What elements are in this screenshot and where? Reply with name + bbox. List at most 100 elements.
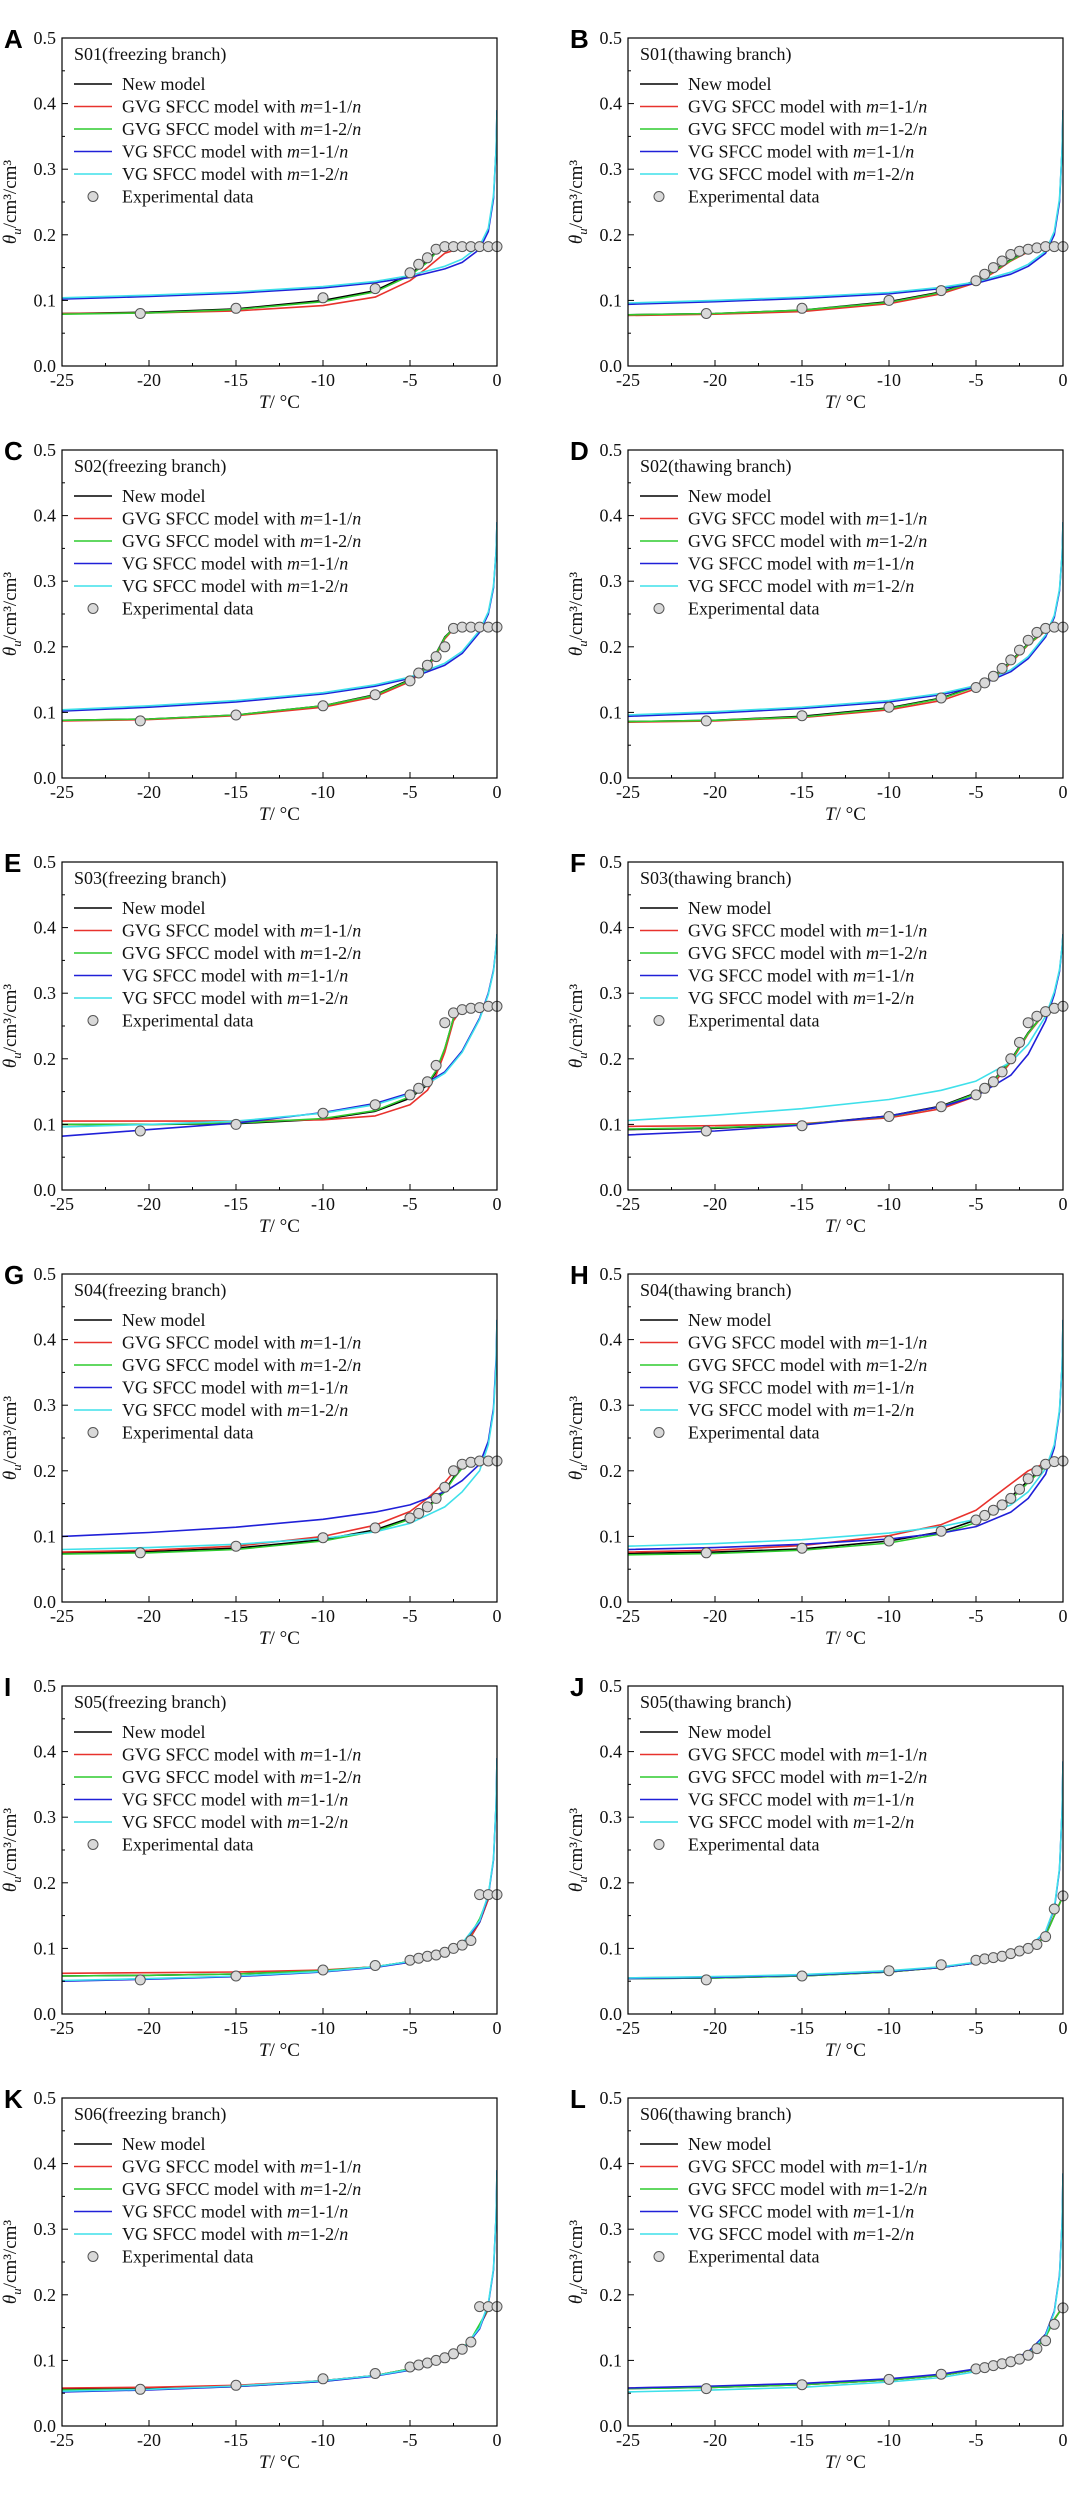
y-tick-label: 0.3 — [600, 1395, 623, 1415]
x-axis-title: T/ °C — [259, 2040, 300, 2061]
y-tick-label: 0.4 — [600, 1742, 623, 1762]
experimental-point — [465, 1935, 477, 1946]
x-tick-label: -15 — [790, 370, 814, 390]
x-tick-label: -25 — [616, 782, 640, 802]
y-tick-label: 0.1 — [600, 2350, 623, 2370]
experimental-point — [456, 1939, 468, 1951]
experimental-point — [1005, 1492, 1017, 1504]
x-tick-label: -10 — [311, 370, 335, 390]
experimental-point — [421, 252, 433, 264]
x-axis-title: T/ °C — [259, 1628, 300, 1649]
legend-label: GVG SFCC model with m=1-2/n — [122, 1767, 361, 1787]
panel-letter: E — [4, 848, 21, 878]
y-tick-label: 0.3 — [34, 571, 57, 591]
x-tick-label: -25 — [50, 1194, 74, 1214]
x-tick-label: -5 — [969, 370, 984, 390]
y-tick-label: 0.0 — [34, 768, 57, 788]
series-line-vg-m2 — [628, 110, 1063, 304]
legend-label: VG SFCC model with m=1-2/n — [122, 1812, 348, 1832]
chart-panel-a: A -25 -20 -15 -10 -5 0 0.0 0.1 0.2 0.3 0.4 0.5 T/ °C θ… — [0, 24, 503, 413]
x-tick-label: -25 — [616, 1606, 640, 1626]
y-tick-label: 0.5 — [600, 1676, 623, 1696]
x-tick-label: -15 — [790, 1194, 814, 1214]
y-tick-label: 0.4 — [600, 94, 623, 114]
legend-label: VG SFCC model with m=1-1/n — [688, 1790, 914, 1810]
y-axis-title: θu/cm³/cm³ — [566, 1396, 590, 1481]
series-line-gvg-m1 — [628, 1895, 1063, 1979]
chart-panel-h: H -25 -20 -15 -10 -5 0 0.0 0.1 0.2 0.3 0.4 0.5 T/ °C θ… — [566, 1260, 1069, 1649]
experimental-point — [317, 1107, 329, 1119]
legend-label: GVG SFCC model with m=1-2/n — [688, 943, 927, 963]
panel-title: S01(freezing branch) — [74, 44, 226, 65]
y-tick-label: 0.5 — [34, 1264, 57, 1284]
x-tick-label: -10 — [877, 370, 901, 390]
experimental-point — [134, 1547, 146, 1559]
x-tick-label: -15 — [224, 370, 248, 390]
series-line-gvg-m2 — [628, 245, 1063, 316]
legend-swatch-experimental — [653, 1427, 665, 1438]
y-tick-label: 0.5 — [34, 28, 57, 48]
y-tick-label: 0.2 — [34, 1873, 57, 1893]
legend-label: New model — [688, 486, 771, 506]
x-tick-label: -20 — [137, 1194, 161, 1214]
x-tick-label: 0 — [493, 1194, 502, 1214]
experimental-point — [883, 294, 895, 306]
series-line-new-model — [62, 2305, 497, 2391]
experimental-point — [439, 641, 451, 653]
series-line-vg-m2 — [62, 110, 497, 299]
x-tick-label: -5 — [969, 2018, 984, 2038]
legend-label: New model — [122, 486, 205, 506]
legend-label: GVG SFCC model with m=1-1/n — [688, 2157, 927, 2177]
y-tick-label: 0.4 — [34, 1742, 57, 1762]
legend-label: VG SFCC model with m=1-2/n — [688, 2224, 914, 2244]
legend-label: VG SFCC model with m=1-2/n — [688, 164, 914, 184]
experimental-point — [970, 275, 982, 287]
series-line-new-model — [628, 1895, 1063, 1980]
y-tick-label: 0.3 — [600, 1807, 623, 1827]
legend-label: GVG SFCC model with m=1-2/n — [688, 1767, 927, 1787]
legend-label: GVG SFCC model with m=1-1/n — [122, 1745, 361, 1765]
x-tick-label: -20 — [703, 2430, 727, 2450]
x-tick-label: -15 — [224, 1606, 248, 1626]
y-axis-title: θu/cm³/cm³ — [0, 1396, 24, 1481]
y-tick-label: 0.5 — [600, 28, 623, 48]
x-tick-label: -5 — [403, 782, 418, 802]
legend-label: GVG SFCC model with m=1-1/n — [122, 97, 361, 117]
chart-panel-i: I -25 -20 -15 -10 -5 0 0.0 0.1 0.2 0.3 0.4 0.5 T/ °C θ… — [0, 1672, 503, 2061]
x-tick-label: -5 — [969, 1606, 984, 1626]
y-tick-label: 0.0 — [34, 2416, 57, 2436]
y-tick-label: 0.0 — [34, 2004, 57, 2024]
experimental-point — [134, 1125, 146, 1137]
experimental-point — [700, 308, 712, 319]
experimental-point — [317, 292, 329, 304]
experimental-point — [404, 267, 416, 279]
series-line-new-model — [62, 1893, 497, 1977]
experimental-point — [987, 1504, 999, 1516]
x-tick-label: -5 — [969, 1194, 984, 1214]
series-line-gvg-m2 — [628, 1895, 1063, 1980]
experimental-point — [883, 1965, 895, 1977]
experimental-point — [317, 1532, 329, 1544]
y-tick-label: 0.0 — [600, 768, 623, 788]
experimental-point — [1022, 2349, 1034, 2361]
y-tick-label: 0.2 — [600, 637, 623, 657]
y-tick-label: 0.2 — [600, 1049, 623, 1069]
x-axis-title: T/ °C — [825, 392, 866, 413]
legend-swatch-experimental — [653, 191, 665, 202]
y-tick-label: 0.0 — [600, 1592, 623, 1612]
y-tick-label: 0.5 — [600, 440, 623, 460]
x-tick-label: -25 — [616, 2430, 640, 2450]
chart-panel-l: L -25 -20 -15 -10 -5 0 0.0 0.1 0.2 0.3 0.4 0.5 T/ °C θ… — [566, 2084, 1069, 2473]
experimental-point — [935, 285, 947, 297]
y-tick-label: 0.1 — [600, 702, 623, 722]
panel-letter: D — [570, 436, 589, 466]
legend-swatch-experimental — [87, 1427, 99, 1438]
series-line-vg-m2 — [628, 522, 1063, 716]
x-tick-label: -15 — [224, 2018, 248, 2038]
x-tick-label: -25 — [50, 2018, 74, 2038]
experimental-point — [883, 701, 895, 713]
series-line-vg-m1 — [62, 934, 497, 1137]
experimental-point — [134, 1974, 146, 1986]
legend-label: GVG SFCC model with m=1-2/n — [688, 119, 927, 139]
